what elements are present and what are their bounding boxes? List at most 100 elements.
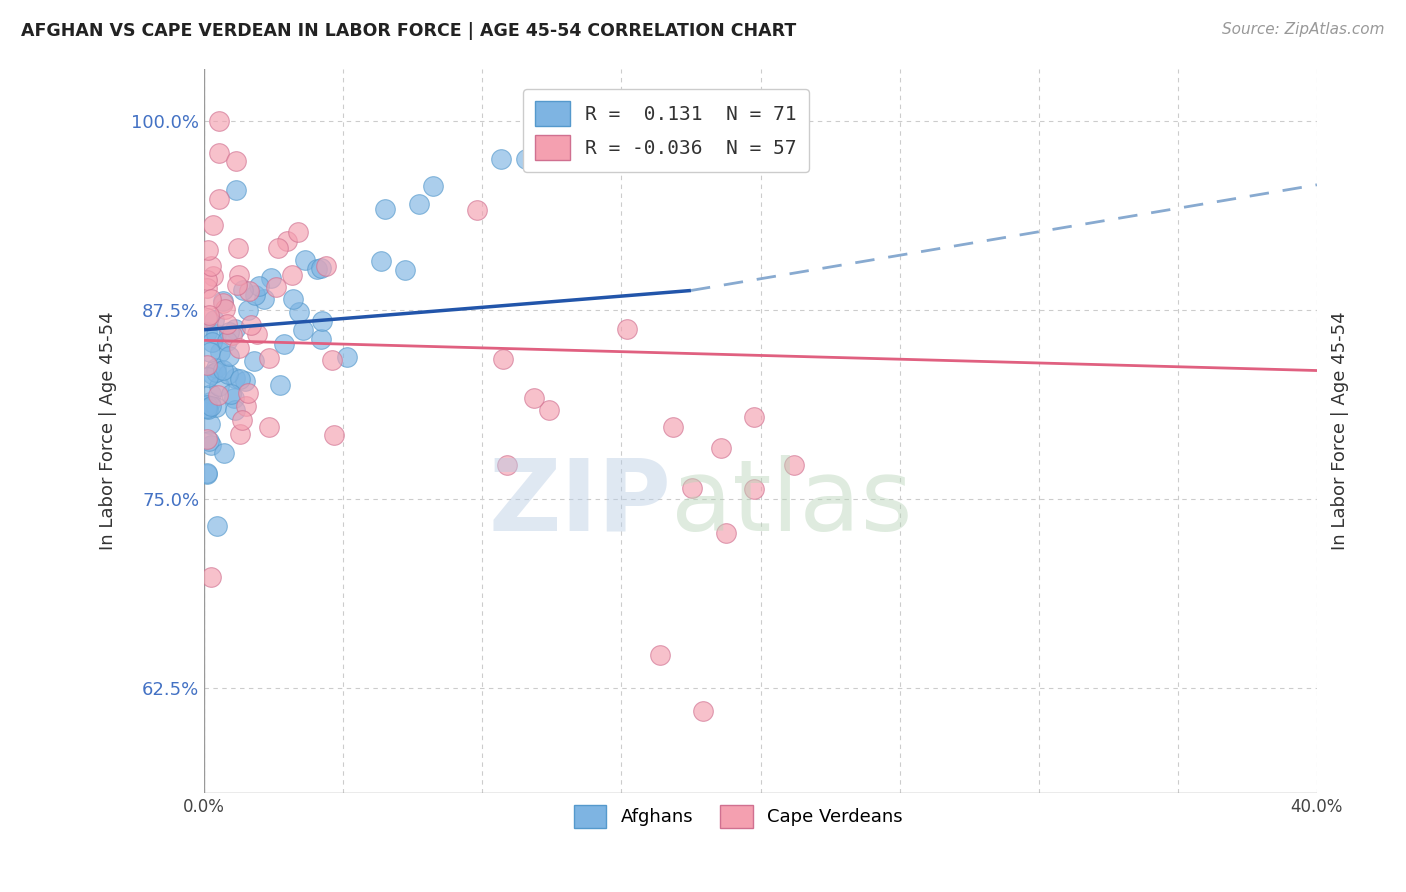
Point (288, 305, 311, 319)
Point (205, 518, 228, 533)
Point (323, 428, 346, 442)
Point (224, 371, 246, 385)
Point (200, 292, 222, 306)
Point (681, 481, 703, 495)
Point (200, 570, 222, 584)
Point (538, 402, 561, 417)
Point (659, 152, 682, 166)
Point (666, 152, 689, 166)
Point (214, 301, 236, 316)
Point (205, 327, 228, 342)
Point (217, 367, 239, 381)
Point (200, 335, 222, 350)
Point (688, 152, 710, 166)
Point (246, 326, 269, 341)
Point (294, 252, 316, 267)
Point (233, 375, 256, 389)
Point (247, 279, 270, 293)
Point (491, 152, 513, 166)
Point (273, 337, 295, 351)
Point (198, 417, 221, 432)
Point (195, 467, 218, 481)
Point (269, 378, 291, 392)
Point (228, 268, 250, 282)
Point (374, 202, 396, 217)
Point (195, 280, 218, 294)
Point (212, 363, 235, 377)
Point (238, 386, 260, 401)
Point (195, 273, 218, 287)
Point (224, 322, 246, 336)
Point (742, 482, 765, 496)
Point (311, 314, 333, 328)
Point (647, 152, 669, 166)
Point (606, 152, 628, 166)
Point (231, 413, 253, 427)
Point (200, 259, 222, 273)
Point (212, 293, 235, 308)
Point (202, 218, 225, 232)
Point (211, 295, 233, 310)
Point (592, 152, 614, 166)
Point (240, 318, 263, 333)
Y-axis label: In Labor Force | Age 45-54: In Labor Force | Age 45-54 (100, 311, 117, 550)
Point (204, 401, 226, 415)
Point (198, 395, 221, 409)
Point (225, 153, 247, 168)
Point (281, 292, 304, 306)
Point (208, 114, 231, 128)
Point (197, 369, 219, 384)
Point (195, 310, 218, 325)
Point (218, 349, 240, 363)
Point (257, 351, 280, 365)
Point (292, 323, 315, 337)
Point (465, 202, 488, 217)
Point (422, 179, 444, 194)
Point (228, 341, 250, 355)
Point (200, 387, 222, 401)
Point (692, 704, 714, 718)
Point (195, 432, 218, 446)
Point (260, 271, 283, 285)
Point (492, 351, 515, 366)
Point (204, 361, 226, 376)
Point (232, 283, 254, 297)
Point (309, 332, 332, 346)
Point (280, 268, 302, 282)
Point (224, 403, 246, 417)
Point (515, 152, 537, 166)
Point (662, 419, 685, 434)
Point (195, 358, 218, 372)
Point (287, 226, 309, 240)
Point (197, 401, 219, 416)
Point (276, 235, 298, 249)
Point (208, 379, 231, 393)
Point (236, 302, 259, 317)
Point (309, 261, 332, 276)
Point (321, 353, 343, 368)
Point (195, 401, 218, 415)
Point (200, 344, 222, 359)
Y-axis label: In Labor Force | Age 45-54: In Labor Force | Age 45-54 (1331, 311, 1348, 550)
Point (222, 391, 245, 405)
Point (714, 526, 737, 541)
Text: atlas: atlas (672, 455, 912, 552)
Point (315, 260, 337, 274)
Point (215, 334, 238, 348)
Point (616, 321, 638, 335)
Point (370, 254, 392, 268)
Point (238, 284, 260, 298)
Point (197, 243, 219, 257)
Point (201, 268, 224, 283)
Point (207, 192, 229, 206)
Point (198, 434, 221, 448)
Point (235, 399, 257, 413)
Point (225, 183, 247, 197)
Text: Source: ZipAtlas.com: Source: ZipAtlas.com (1222, 22, 1385, 37)
Point (215, 317, 238, 331)
Point (305, 262, 328, 277)
Legend: Afghans, Cape Verdeans: Afghans, Cape Verdeans (567, 797, 910, 835)
Point (617, 152, 640, 166)
Point (267, 241, 290, 255)
Point (264, 279, 287, 293)
